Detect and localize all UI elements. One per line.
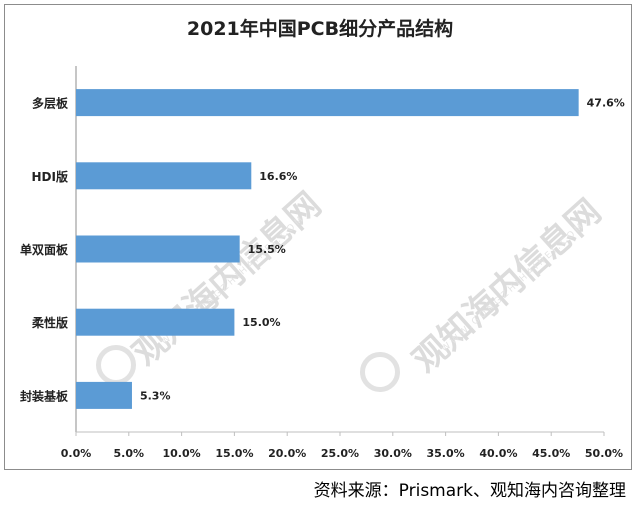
x-tick-label-4: 20.0% — [268, 447, 306, 460]
chart-title: 2021年中国PCB细分产品结构 — [187, 17, 453, 40]
bar-4 — [76, 381, 132, 409]
x-tick-label-6: 30.0% — [374, 447, 412, 460]
x-tick-label-9: 45.0% — [532, 447, 570, 460]
category-label-4: 封装基板 — [20, 388, 69, 403]
bar-1 — [76, 162, 252, 190]
category-label-2: 单双面板 — [20, 242, 69, 257]
x-tick-label-0: 0.0% — [61, 447, 92, 460]
source-note: 资料来源：Prismark、观知海内咨询整理 — [313, 481, 626, 501]
value-label-3: 15.0% — [242, 316, 280, 329]
bar-3 — [76, 308, 235, 336]
watermark-logo-right — [360, 352, 400, 392]
value-label-0: 47.6% — [587, 97, 625, 110]
category-label-1: HDI版 — [32, 169, 68, 184]
x-tick-label-1: 5.0% — [114, 447, 145, 460]
value-label-1: 16.6% — [259, 170, 297, 183]
bar-2 — [76, 235, 240, 263]
value-label-4: 5.3% — [140, 389, 171, 402]
category-label-0: 多层板 — [32, 96, 69, 111]
x-tick-label-8: 40.0% — [479, 447, 517, 460]
category-label-3: 柔性版 — [31, 315, 68, 330]
x-tick-label-5: 25.0% — [321, 447, 359, 460]
x-tick-label-3: 15.0% — [215, 447, 253, 460]
x-tick-label-7: 35.0% — [427, 447, 465, 460]
bar-chart: 2021年中国PCB细分产品结构 47.6% 16.6% 15.5% 15.0% 5.3… — [20, 17, 625, 460]
bar-0 — [76, 89, 579, 117]
x-tick-label-2: 10.0% — [163, 447, 201, 460]
value-label-2: 15.5% — [248, 243, 286, 256]
x-tick-label-10: 50.0% — [585, 447, 623, 460]
